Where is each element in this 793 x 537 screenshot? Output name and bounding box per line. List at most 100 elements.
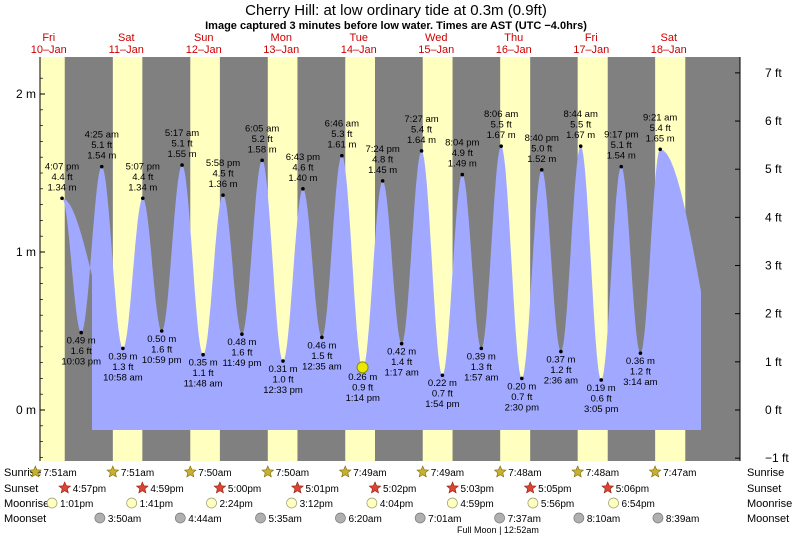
- high-tide-point: [419, 149, 424, 153]
- high-tide-label: 1.40 m: [288, 173, 317, 184]
- high-tide-label: 4.4 ft: [51, 172, 72, 183]
- sunset-icon: [523, 481, 537, 494]
- date-label: 11–Jan: [109, 44, 144, 56]
- low-tide-label: 0.7 ft: [432, 389, 453, 400]
- high-tide-label: 4.5 ft: [212, 169, 233, 180]
- sunset-time: 4:57pm: [73, 484, 106, 495]
- moonset-icon: [652, 512, 664, 524]
- high-tide-label: 5.4 ft: [650, 123, 671, 134]
- moonset-row-label-right: Moonset: [747, 513, 789, 525]
- moonrise-time: 1:01pm: [60, 499, 93, 510]
- low-tide-label: 0.37 m: [546, 355, 575, 366]
- high-tide-point: [180, 163, 184, 167]
- low-tide-point: [520, 376, 524, 381]
- low-tide-point: [440, 373, 445, 378]
- high-tide-label: 4:07 pm: [45, 161, 79, 172]
- sunrise-icon: [261, 465, 275, 478]
- low-tide-label: 1.6 ft: [71, 346, 92, 357]
- high-tide-label: 1.61 m: [327, 140, 356, 151]
- high-tide-point: [460, 172, 465, 177]
- right-tick-label: 7 ft: [765, 66, 782, 80]
- moonrise-icon: [527, 497, 539, 509]
- high-tide-label: 5:58 pm: [206, 158, 240, 169]
- right-axis-ticks: −1 ft 0 ft 1 ft 2 ft 3 ft 4 ft 5 ft 6 ft 7 ft: [735, 66, 789, 465]
- moonrise-time: 4:04pm: [380, 499, 413, 510]
- high-tide-label: 8:06 am: [484, 109, 518, 120]
- low-tide-label: 0.49 m: [67, 336, 96, 347]
- moonset-time: 7:37am: [508, 514, 541, 525]
- day-of-week-label: Sat: [660, 32, 677, 44]
- low-tide-label: 1.4 ft: [391, 357, 412, 368]
- high-tide-label: 1.49 m: [448, 159, 477, 170]
- high-tide-label: 1.58 m: [248, 144, 277, 155]
- sunrise-icon: [106, 465, 120, 478]
- high-tide-label: 5.5 ft: [570, 120, 591, 131]
- high-tide-label: 5:17 am: [165, 128, 199, 139]
- date-label: 16–Jan: [496, 44, 532, 56]
- high-tide-label: 6:05 am: [245, 123, 279, 134]
- date-label: 17–Jan: [573, 44, 609, 56]
- right-tick-label: 6 ft: [765, 114, 782, 128]
- low-tide-point: [281, 359, 285, 363]
- almanac-items: 7:51am 7:51am 7:50am 7:50am 7:49am 7:49am 7:48…: [28, 465, 699, 525]
- sunset-icon: [368, 481, 382, 494]
- moonset-icon: [573, 512, 585, 524]
- sunset-icon: [213, 481, 227, 494]
- sunset-time: 5:02pm: [383, 484, 416, 495]
- high-tide-point: [619, 164, 624, 169]
- sunrise-icon: [648, 465, 662, 478]
- high-tide-point: [539, 168, 544, 172]
- date-label: 13–Jan: [263, 44, 299, 56]
- moonset-icon: [174, 512, 186, 524]
- sunset-icon: [446, 481, 460, 494]
- high-tide-label: 5.3 ft: [331, 129, 352, 140]
- left-tick-label: 0 m: [16, 403, 36, 417]
- day-header-group: Fri10–JanSat11–JanSun12–JanMon13–JanTue1…: [31, 32, 687, 56]
- sunrise-time: 7:50am: [276, 468, 309, 479]
- moonset-row-label-left: Moonset: [4, 513, 46, 525]
- day-of-week-label: Fri: [585, 32, 598, 44]
- low-tide-label: 3:14 am: [623, 377, 657, 388]
- sunset-icon: [58, 481, 72, 494]
- low-tide-label: 0.36 m: [626, 356, 655, 367]
- low-tide-point: [320, 335, 324, 340]
- date-label: 12–Jan: [186, 44, 222, 56]
- high-tide-label: 6:43 pm: [286, 152, 320, 163]
- low-tide-label: 2:30 pm: [505, 402, 539, 413]
- sunset-icon: [135, 481, 149, 494]
- high-tide-point: [301, 187, 305, 191]
- low-tide-point: [121, 346, 125, 351]
- date-label: 14–Jan: [341, 44, 377, 56]
- moonset-time: 5:35am: [269, 514, 302, 525]
- day-of-week-label: Mon: [271, 32, 292, 44]
- sunrise-time: 7:51am: [121, 468, 154, 479]
- sunrise-row-label-right: Sunrise: [747, 467, 784, 479]
- right-tick-label: 5 ft: [765, 162, 782, 176]
- high-tide-label: 1.36 m: [208, 179, 237, 190]
- low-tide-label: 1:14 pm: [346, 393, 380, 404]
- left-axis-ticks: 0 m 1 m 2 m: [16, 77, 45, 458]
- high-tide-label: 1.67 m: [487, 130, 516, 141]
- high-tide-label: 9:17 pm: [604, 130, 638, 141]
- moonrise-time: 6:54pm: [622, 499, 655, 510]
- sunset-icon: [290, 481, 304, 494]
- high-tide-label: 6:46 am: [325, 119, 359, 130]
- date-label: 18–Jan: [651, 44, 687, 56]
- sunrise-time: 7:48am: [586, 468, 619, 479]
- low-tide-label: 10:58 am: [103, 372, 143, 383]
- moonrise-icon: [206, 497, 217, 509]
- low-tide-label: 1.0 ft: [272, 375, 293, 386]
- date-label: 15–Jan: [418, 44, 454, 56]
- low-tide-label: 0.26 m: [348, 372, 377, 383]
- right-tick-label: 1 ft: [765, 355, 782, 369]
- left-tick-label: 1 m: [16, 245, 36, 259]
- high-tide-label: 1.55 m: [168, 149, 197, 160]
- right-tick-label: 3 ft: [765, 259, 782, 273]
- moonset-time: 3:50am: [108, 514, 141, 525]
- low-tide-point: [201, 352, 205, 357]
- low-tide-point: [559, 349, 563, 354]
- high-tide-point: [658, 147, 662, 152]
- moonset-time: 4:44am: [188, 514, 221, 525]
- sunrise-time: 7:48am: [508, 468, 541, 479]
